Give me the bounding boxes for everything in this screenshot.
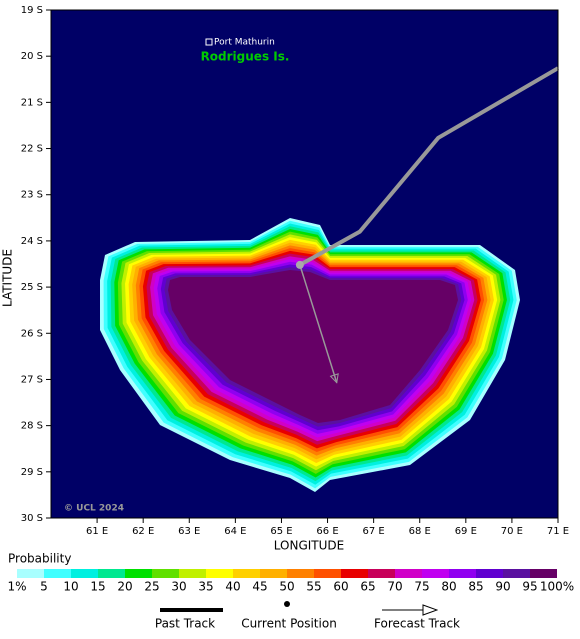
colorbar-bin bbox=[125, 569, 152, 578]
colorbar-bin bbox=[206, 569, 233, 578]
colorbar-label: 10 bbox=[63, 580, 78, 594]
y-tick-label: 23 S bbox=[21, 190, 43, 201]
colorbar-bin bbox=[395, 569, 422, 578]
current-position bbox=[295, 260, 304, 269]
colorbar-label: 95 bbox=[522, 580, 537, 594]
colorbar-bin bbox=[287, 569, 314, 578]
key-label: Forecast Track bbox=[374, 617, 460, 631]
colorbar-label: 5 bbox=[40, 580, 48, 594]
colorbar-bin bbox=[503, 569, 530, 578]
colorbar-bin bbox=[17, 569, 44, 578]
x-tick-label: 69 E bbox=[455, 526, 477, 537]
colorbar-bin bbox=[233, 569, 260, 578]
colorbar-label: 60 bbox=[333, 580, 348, 594]
colorbar-bin bbox=[341, 569, 368, 578]
key-label: Past Track bbox=[155, 617, 215, 631]
colorbar-bin bbox=[98, 569, 125, 578]
x-tick-label: 71 E bbox=[547, 526, 569, 537]
town-label: Port Mathurin bbox=[214, 38, 275, 48]
island-label: Rodrigues Is. bbox=[201, 50, 290, 64]
y-tick-label: 20 S bbox=[21, 51, 43, 62]
y-tick-label: 30 S bbox=[21, 513, 43, 524]
y-tick-label: 26 S bbox=[21, 328, 43, 339]
legend-title: Probability bbox=[8, 552, 71, 566]
colorbar-bin bbox=[44, 569, 71, 578]
colorbar-label: 90 bbox=[495, 580, 510, 594]
colorbar-label: 75 bbox=[414, 580, 429, 594]
colorbar-label: 15 bbox=[90, 580, 105, 594]
y-tick-label: 22 S bbox=[21, 144, 43, 155]
credit: © UCL 2024 bbox=[64, 504, 124, 514]
colorbar-bin bbox=[179, 569, 206, 578]
colorbar-label: 30 bbox=[171, 580, 186, 594]
colorbar-bin bbox=[152, 569, 179, 578]
y-axis-label: LATITUDE bbox=[1, 249, 15, 307]
past-track bbox=[298, 66, 560, 267]
colorbar-bin bbox=[314, 569, 341, 578]
y-tick-label: 21 S bbox=[21, 97, 43, 108]
y-tick-label: 28 S bbox=[21, 421, 43, 432]
plot-frame bbox=[50, 9, 559, 519]
colorbar-bin bbox=[422, 569, 449, 578]
x-tick-label: 66 E bbox=[316, 526, 338, 537]
forecast-track bbox=[299, 264, 337, 383]
colorbar-label: 80 bbox=[441, 580, 456, 594]
colorbar-bin bbox=[476, 569, 503, 578]
colorbar-label: 35 bbox=[198, 580, 213, 594]
colorbar-label: 70 bbox=[387, 580, 402, 594]
colorbar-label: 50 bbox=[279, 580, 294, 594]
colorbar-label: 40 bbox=[225, 580, 240, 594]
colorbar-bin bbox=[449, 569, 476, 578]
colorbar-label: 100% bbox=[540, 580, 574, 594]
colorbar-bin bbox=[260, 569, 287, 578]
colorbar-bin bbox=[368, 569, 395, 578]
x-tick-label: 63 E bbox=[178, 526, 200, 537]
colorbar-label: 25 bbox=[144, 580, 159, 594]
y-tick-label: 24 S bbox=[21, 236, 43, 247]
colorbar-label: 1% bbox=[7, 580, 26, 594]
y-tick-label: 19 S bbox=[21, 5, 43, 16]
colorbar-label: 85 bbox=[468, 580, 483, 594]
x-tick-label: 61 E bbox=[86, 526, 108, 537]
key-current-position bbox=[284, 601, 290, 607]
colorbar-bin bbox=[71, 569, 98, 578]
colorbar-label: 45 bbox=[252, 580, 267, 594]
x-tick-label: 68 E bbox=[409, 526, 431, 537]
x-tick-label: 64 E bbox=[224, 526, 246, 537]
x-tick-label: 62 E bbox=[132, 526, 154, 537]
town-marker bbox=[205, 38, 213, 46]
colorbar-label: 55 bbox=[306, 580, 321, 594]
x-tick-label: 65 E bbox=[270, 526, 292, 537]
colorbar-bin bbox=[530, 569, 557, 578]
x-tick-label: 70 E bbox=[501, 526, 523, 537]
x-axis-label: LONGITUDE bbox=[274, 539, 344, 553]
colorbar-label: 65 bbox=[360, 580, 375, 594]
key-label: Current Position bbox=[241, 617, 337, 631]
probability-band bbox=[168, 270, 458, 423]
y-tick-label: 27 S bbox=[21, 374, 43, 385]
y-tick-label: 29 S bbox=[21, 467, 43, 478]
x-tick-label: 67 E bbox=[363, 526, 385, 537]
y-tick-label: 25 S bbox=[21, 282, 43, 293]
colorbar-label: 20 bbox=[117, 580, 132, 594]
